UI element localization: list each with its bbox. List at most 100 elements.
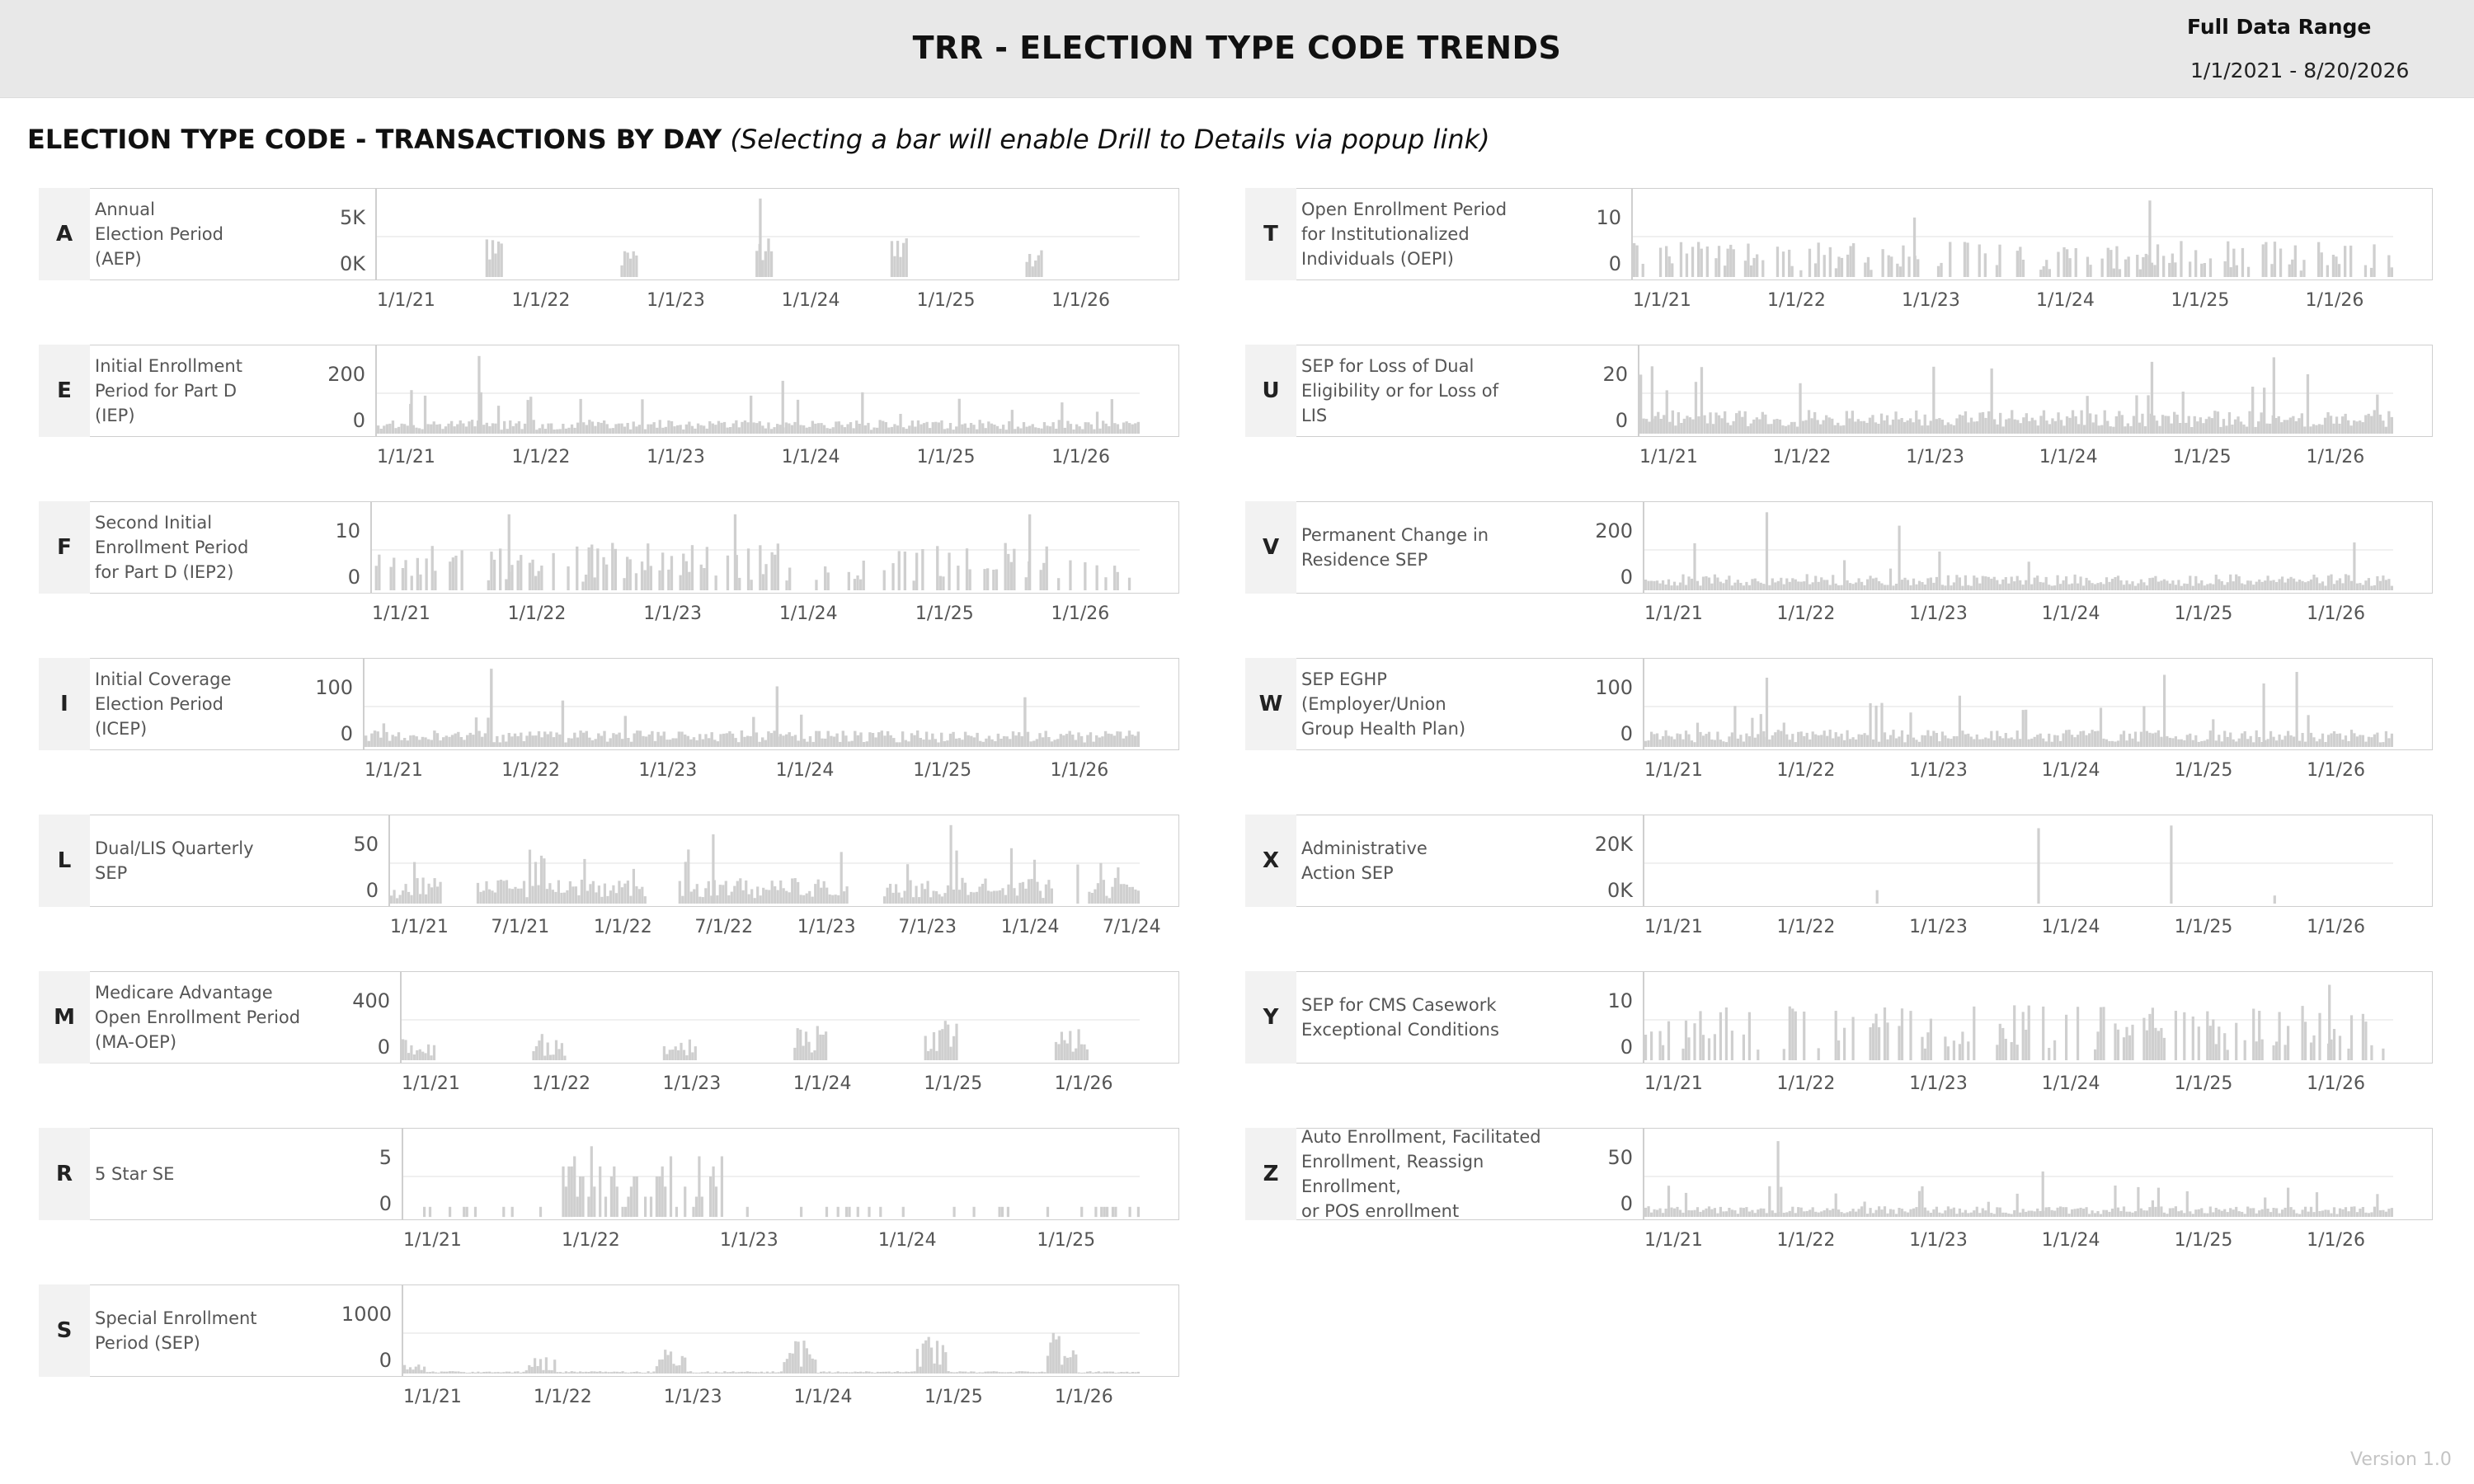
data-bar[interactable] xyxy=(896,241,900,277)
data-bar[interactable] xyxy=(1113,423,1117,434)
data-bar[interactable] xyxy=(1840,1212,1843,1217)
data-bar[interactable] xyxy=(912,897,915,904)
data-bar[interactable] xyxy=(2168,737,2171,747)
data-bar[interactable] xyxy=(2208,416,2211,434)
data-bar[interactable] xyxy=(2229,574,2232,590)
data-bar[interactable] xyxy=(784,422,788,434)
data-bar[interactable] xyxy=(655,1176,658,1217)
data-bar[interactable] xyxy=(1009,848,1014,904)
data-bar[interactable] xyxy=(2284,1045,2287,1060)
data-bar[interactable] xyxy=(661,1166,664,1218)
data-bar[interactable] xyxy=(678,1365,681,1374)
data-bar[interactable] xyxy=(2080,410,2083,434)
data-bar[interactable] xyxy=(2154,575,2157,590)
data-bar[interactable] xyxy=(406,740,409,747)
data-bar[interactable] xyxy=(1776,247,1780,277)
data-bar[interactable] xyxy=(987,421,990,434)
data-bar[interactable] xyxy=(1037,428,1040,434)
data-bar[interactable] xyxy=(1665,246,1668,278)
data-bar[interactable] xyxy=(579,730,582,747)
data-bar[interactable] xyxy=(487,717,490,748)
data-bar[interactable] xyxy=(764,251,767,277)
data-bar[interactable] xyxy=(641,399,644,434)
data-bar[interactable] xyxy=(426,424,430,434)
data-bar[interactable] xyxy=(915,552,919,591)
data-bar[interactable] xyxy=(2265,423,2269,434)
data-bar[interactable] xyxy=(2309,732,2313,747)
data-bar[interactable] xyxy=(758,420,761,434)
data-bar[interactable] xyxy=(2041,1171,2044,1217)
data-bar[interactable] xyxy=(745,1371,749,1374)
data-bar[interactable] xyxy=(2347,740,2350,747)
data-bar[interactable] xyxy=(2007,583,2011,590)
data-bar[interactable] xyxy=(2283,420,2286,434)
data-bar[interactable] xyxy=(2376,732,2379,747)
data-bar[interactable] xyxy=(1747,1012,1751,1060)
data-bar[interactable] xyxy=(1940,1213,1944,1217)
data-bar[interactable] xyxy=(938,894,941,904)
data-bar[interactable] xyxy=(2277,416,2280,434)
data-bar[interactable] xyxy=(543,1055,547,1061)
data-bar[interactable] xyxy=(1077,1029,1080,1060)
data-bar[interactable] xyxy=(2103,410,2106,434)
data-bar[interactable] xyxy=(1940,262,1943,277)
data-bar[interactable] xyxy=(2390,416,2393,434)
data-bar[interactable] xyxy=(2367,736,2370,747)
data-bar[interactable] xyxy=(441,429,444,434)
data-bar[interactable] xyxy=(925,421,929,434)
data-bar[interactable] xyxy=(1790,265,1794,277)
data-bar[interactable] xyxy=(534,575,538,590)
data-bar[interactable] xyxy=(985,738,988,747)
data-bar[interactable] xyxy=(612,733,615,747)
data-bar[interactable] xyxy=(2010,737,2013,747)
data-bar[interactable] xyxy=(661,552,665,590)
data-bar[interactable] xyxy=(522,881,526,904)
data-bar[interactable] xyxy=(1790,421,1794,434)
data-bar[interactable] xyxy=(546,1042,549,1061)
data-bar[interactable] xyxy=(947,1371,950,1374)
data-bar[interactable] xyxy=(1917,1190,1921,1217)
data-bar[interactable] xyxy=(1044,730,1047,748)
data-bar[interactable] xyxy=(2199,417,2202,434)
data-bar[interactable] xyxy=(837,895,840,904)
data-bar[interactable] xyxy=(830,1372,834,1374)
data-bar[interactable] xyxy=(1001,888,1004,904)
data-bar[interactable] xyxy=(649,1196,653,1218)
data-bar[interactable] xyxy=(2335,256,2338,277)
data-bar[interactable] xyxy=(1998,584,2001,591)
data-bar[interactable] xyxy=(849,422,853,434)
data-bar[interactable] xyxy=(2095,414,2098,434)
data-bar[interactable] xyxy=(805,427,808,434)
data-bar[interactable] xyxy=(2266,739,2269,747)
data-bar[interactable] xyxy=(1825,415,1828,434)
data-bar[interactable] xyxy=(1967,733,1970,747)
data-bar[interactable] xyxy=(1037,1372,1041,1374)
data-bar[interactable] xyxy=(623,716,627,747)
data-bar[interactable] xyxy=(710,895,713,904)
data-bar[interactable] xyxy=(391,420,395,434)
data-bar[interactable] xyxy=(2227,241,2230,277)
data-bar[interactable] xyxy=(671,1050,675,1060)
data-bar[interactable] xyxy=(2147,395,2150,434)
data-bar[interactable] xyxy=(1035,1372,1038,1374)
data-bar[interactable] xyxy=(445,1371,449,1374)
data-bar[interactable] xyxy=(680,731,684,748)
data-bar[interactable] xyxy=(464,426,468,434)
data-bar[interactable] xyxy=(2370,1045,2373,1060)
data-bar[interactable] xyxy=(2226,1212,2229,1217)
data-bar[interactable] xyxy=(454,556,458,590)
data-bar[interactable] xyxy=(2015,1193,2019,1217)
data-bar[interactable] xyxy=(1898,736,1901,747)
data-bar[interactable] xyxy=(650,424,653,434)
data-bar[interactable] xyxy=(1921,582,1924,590)
bar-chart-plot[interactable] xyxy=(1644,501,2393,594)
data-bar[interactable] xyxy=(791,735,794,747)
data-bar[interactable] xyxy=(454,1371,457,1374)
data-bar[interactable] xyxy=(2108,1211,2111,1217)
data-bar[interactable] xyxy=(835,421,838,434)
data-bar[interactable] xyxy=(2010,1042,2013,1060)
data-bar[interactable] xyxy=(510,1372,514,1374)
data-bar[interactable] xyxy=(1024,888,1028,904)
data-bar[interactable] xyxy=(1906,420,1909,434)
data-bar[interactable] xyxy=(999,739,1003,747)
